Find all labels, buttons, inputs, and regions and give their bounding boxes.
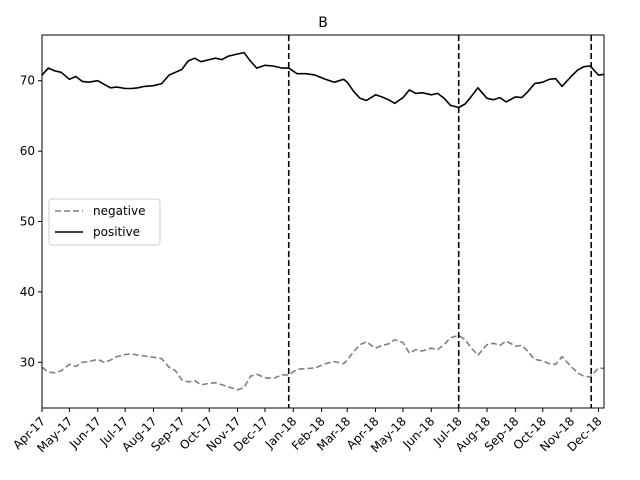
x-tick-label: Jun-17 <box>66 414 104 452</box>
chart-title: B <box>318 15 328 31</box>
x-tick-label: Jun-18 <box>400 414 438 452</box>
y-tick-label: 50 <box>20 215 35 229</box>
legend-label-positive: positive <box>93 225 140 239</box>
legend: negative positive <box>48 198 161 246</box>
y-tick-label: 70 <box>20 74 35 88</box>
y-axis: 30 40 50 60 70 <box>20 74 42 369</box>
y-tick-label: 40 <box>20 285 35 299</box>
series-line-negative <box>41 334 605 391</box>
series-line-positive <box>41 51 605 109</box>
legend-label-negative: negative <box>93 204 145 218</box>
series-layer <box>41 51 605 391</box>
y-tick-label: 60 <box>20 144 35 158</box>
y-tick-label: 30 <box>20 355 35 369</box>
x-axis: Apr-17May-17Jun-17Jul-17Aug-17Sep-17Oct-… <box>10 408 605 455</box>
vertical-lines-layer <box>287 35 593 408</box>
